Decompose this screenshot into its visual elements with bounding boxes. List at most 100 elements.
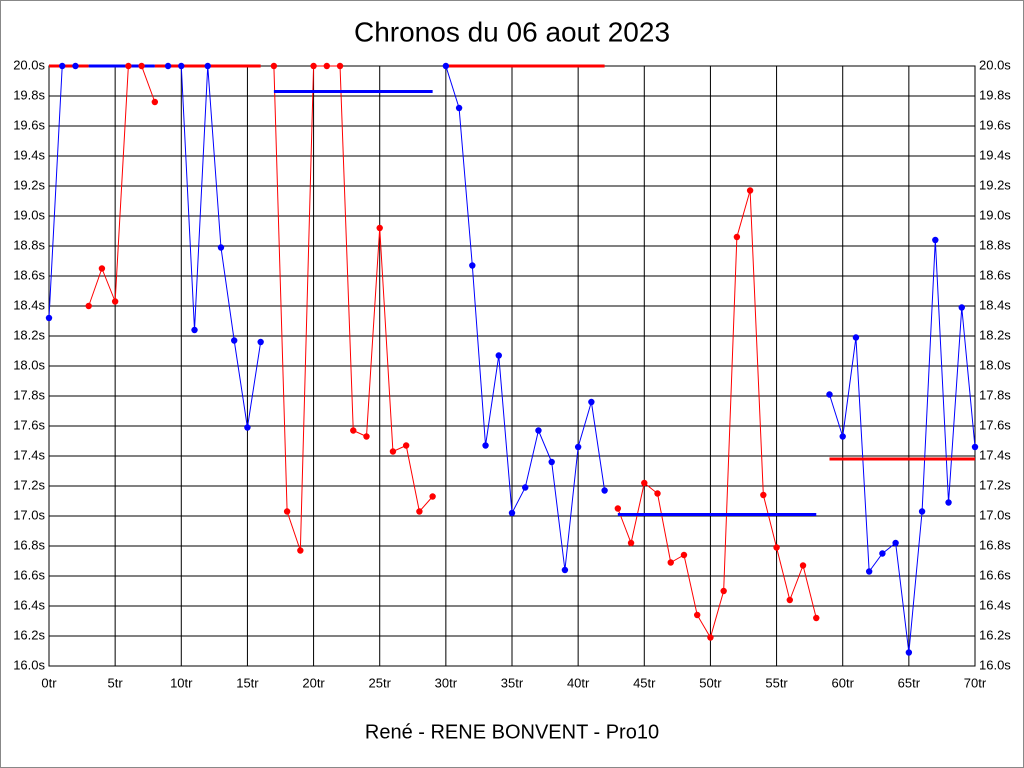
data-point	[746, 187, 754, 194]
data-point	[270, 62, 278, 70]
x-tick-label: 50tr	[699, 675, 722, 690]
data-point	[614, 505, 622, 512]
data-point	[442, 62, 450, 70]
x-tick-label: 10tr	[170, 675, 193, 690]
y2-tick-label: 18.0s	[979, 357, 1011, 372]
data-point	[416, 508, 423, 515]
y2-tick-label: 19.4s	[979, 147, 1011, 162]
x-tick-label: 35tr	[501, 675, 524, 690]
data-point	[350, 427, 357, 434]
data-point	[469, 262, 476, 269]
data-point	[111, 298, 119, 305]
data-point	[760, 491, 767, 499]
x-tick-label: 30tr	[435, 675, 458, 690]
x-tick-label: 45tr	[633, 675, 656, 690]
y-tick-label: 16.8s	[13, 537, 45, 552]
x-tick-label: 15tr	[236, 675, 259, 690]
y2-tick-label: 17.0s	[979, 507, 1011, 522]
y-tick-label: 19.8s	[13, 87, 45, 102]
data-point	[191, 326, 198, 334]
data-point	[958, 304, 965, 311]
y-tick-label: 17.0s	[13, 507, 45, 522]
y2-tick-label: 16.2s	[979, 627, 1011, 642]
data-point	[574, 443, 582, 451]
x-tick-label: 65tr	[898, 675, 921, 690]
data-point	[918, 508, 926, 515]
data-point	[733, 233, 741, 241]
data-point	[138, 62, 145, 70]
data-point	[535, 427, 542, 434]
data-point	[641, 479, 648, 487]
x-tick-label: 40tr	[567, 675, 590, 690]
y2-tick-label: 19.2s	[979, 177, 1011, 192]
y-tick-label: 18.2s	[13, 327, 45, 342]
data-point	[627, 539, 635, 547]
data-point	[164, 62, 172, 70]
y-tick-label: 19.6s	[13, 117, 45, 132]
y2-tick-label: 16.0s	[979, 657, 1011, 672]
data-point	[402, 442, 410, 449]
data-point	[971, 443, 979, 451]
data-point	[98, 265, 106, 272]
data-point	[59, 62, 66, 70]
y-tick-label: 17.8s	[13, 387, 45, 402]
data-point	[799, 562, 807, 569]
y-tick-label: 19.4s	[13, 147, 45, 162]
y2-tick-label: 18.2s	[979, 327, 1011, 342]
data-point	[588, 398, 595, 406]
y-tick-label: 19.0s	[13, 207, 45, 222]
y-tick-label: 17.6s	[13, 417, 45, 432]
y-tick-label: 16.4s	[13, 597, 45, 612]
data-point	[508, 509, 516, 517]
y2-tick-label: 16.4s	[979, 597, 1011, 612]
x-tick-label: 5tr	[108, 675, 124, 690]
y2-tick-label: 17.8s	[979, 387, 1011, 402]
y-tick-label: 16.6s	[13, 567, 45, 582]
data-point	[667, 559, 674, 566]
y2-tick-label: 20.0s	[979, 57, 1011, 72]
data-point	[839, 433, 846, 440]
y-tick-label: 17.4s	[13, 447, 45, 462]
data-point	[773, 544, 780, 551]
data-point	[72, 62, 79, 70]
y2-tick-label: 17.2s	[979, 477, 1011, 492]
y-tick-label: 17.2s	[13, 477, 45, 492]
data-point	[786, 596, 793, 604]
data-point	[45, 314, 53, 322]
data-point	[945, 499, 952, 506]
data-point	[879, 550, 886, 557]
y2-tick-label: 18.6s	[979, 267, 1011, 282]
x-tick-label: 0tr	[41, 675, 57, 690]
x-tick-label: 20tr	[302, 675, 325, 690]
data-point	[85, 302, 92, 310]
y-tick-label: 18.4s	[13, 297, 45, 312]
data-point	[813, 614, 820, 622]
y2-tick-label: 19.0s	[979, 207, 1011, 222]
y-tick-label: 16.2s	[13, 627, 45, 642]
data-point	[694, 611, 701, 619]
data-point	[865, 568, 873, 575]
y2-tick-label: 19.8s	[979, 87, 1011, 102]
data-point	[151, 98, 159, 106]
y2-tick-label: 19.6s	[979, 117, 1011, 132]
data-point	[429, 493, 436, 500]
data-point	[217, 244, 225, 251]
y-tick-label: 18.0s	[13, 357, 45, 372]
data-point	[455, 104, 463, 112]
data-point	[204, 62, 211, 70]
data-point	[561, 566, 569, 574]
data-point	[852, 334, 860, 341]
chart-title: Chronos du 06 aout 2023	[354, 16, 670, 47]
y2-tick-label: 17.6s	[979, 417, 1011, 432]
y-tick-label: 19.2s	[13, 177, 45, 192]
y2-tick-label: 16.6s	[979, 567, 1011, 582]
data-point	[125, 62, 132, 70]
data-point	[283, 508, 291, 515]
data-point	[892, 539, 899, 547]
y-tick-label: 18.8s	[13, 237, 45, 252]
data-point	[522, 484, 529, 491]
data-point	[548, 458, 555, 466]
data-point	[654, 490, 661, 497]
